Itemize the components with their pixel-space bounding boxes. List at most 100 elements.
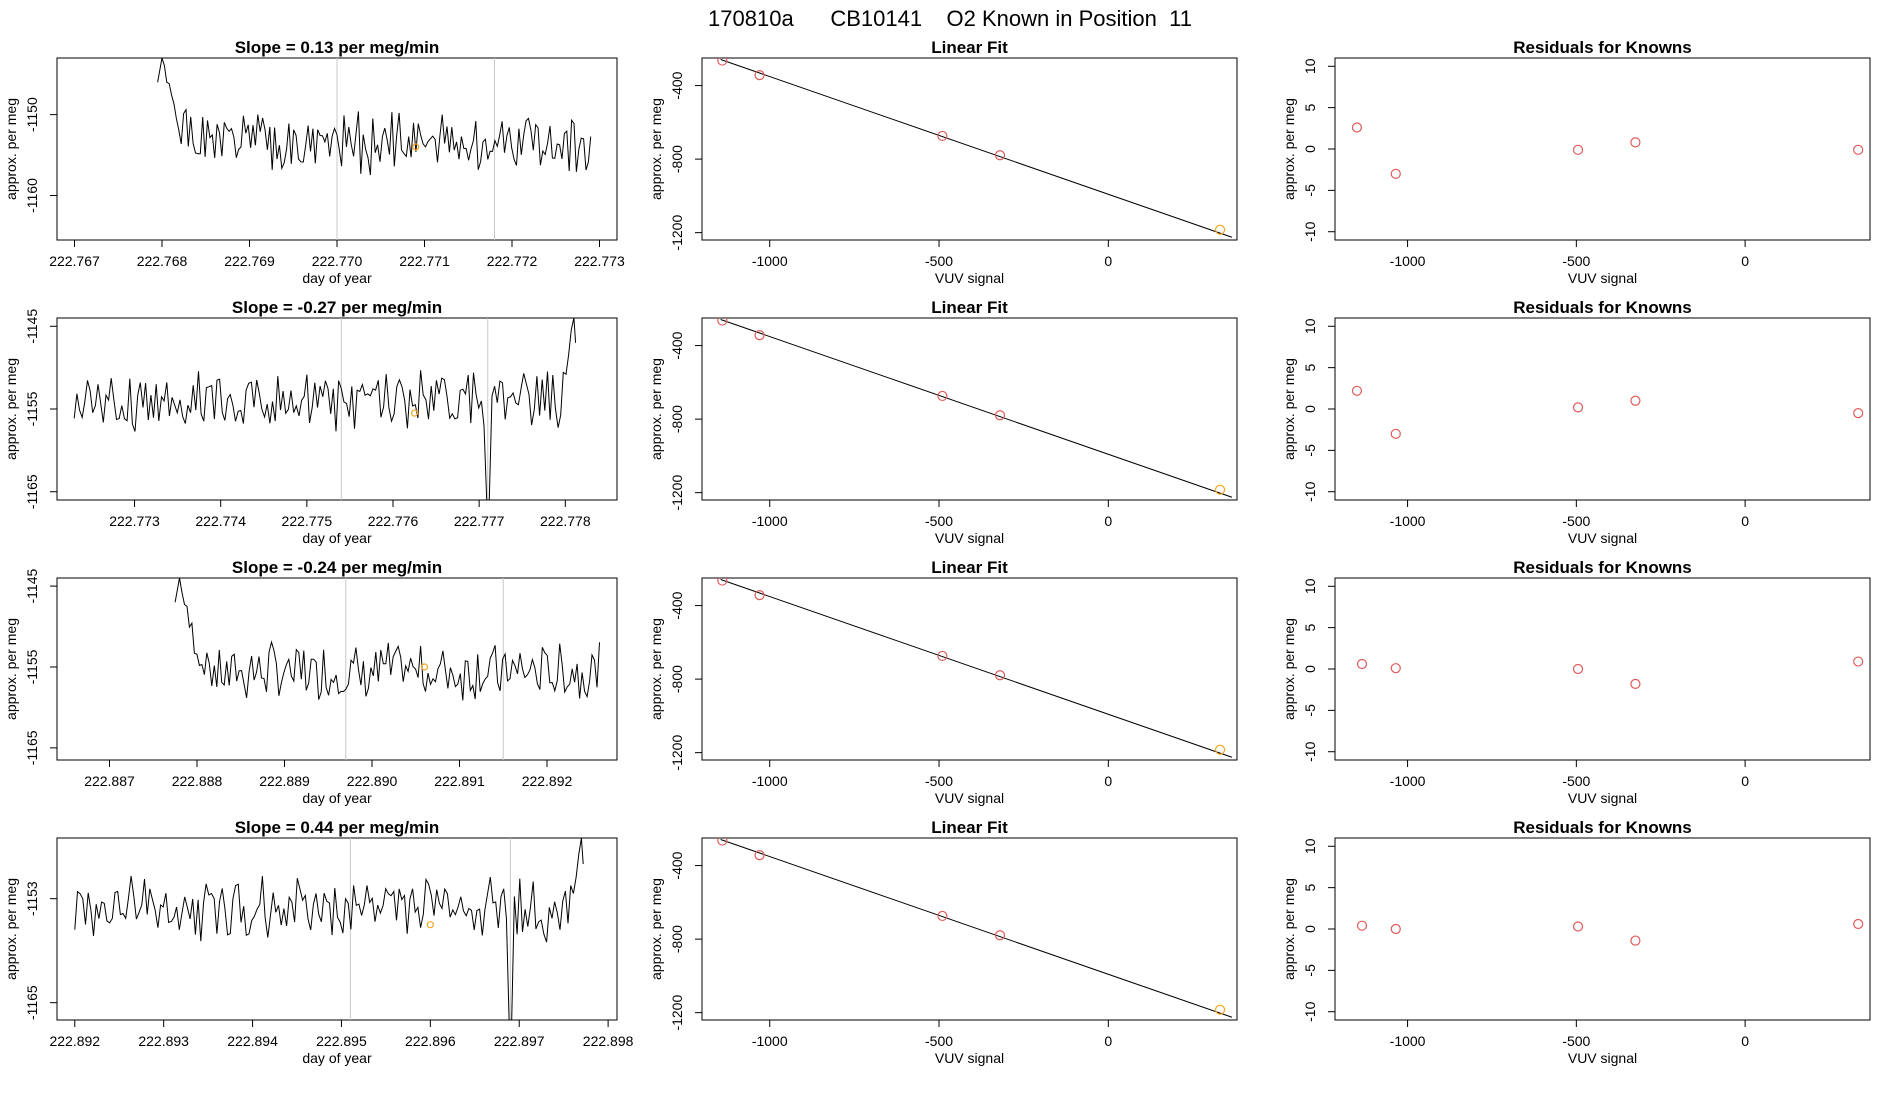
data-point	[1853, 656, 1864, 667]
plot-data	[74, 838, 584, 1020]
x-axis-label: VUV signal	[1568, 1050, 1637, 1066]
plot-frame	[56, 837, 618, 1021]
chart-panel-residuals: Residuals for Knowns -1000 -500 0 10 5 0 -5 -10 V…	[1281, 818, 1871, 1066]
data-point	[754, 849, 765, 861]
y-tick-label: -5	[1302, 184, 1318, 197]
y-tick-label: -400	[669, 851, 685, 879]
data-point	[1630, 395, 1641, 406]
y-tick-label: -1165	[24, 474, 40, 509]
y-axis-label: approx. per meg	[648, 358, 664, 460]
series-line	[157, 58, 592, 176]
plot-frame	[1334, 57, 1871, 241]
x-tick-label: 222.895	[316, 1033, 367, 1049]
data-point	[994, 930, 1006, 941]
y-tick-label: -5	[1302, 704, 1318, 717]
plot-data	[157, 58, 592, 240]
chart-panel-linear-fit: Linear Fit -1000 -500 0 -400 -800 -1200 VUV sig…	[648, 38, 1238, 286]
y-tick-label: -1200	[669, 215, 685, 251]
data-point	[1630, 678, 1641, 689]
highlight-point	[426, 921, 434, 929]
plot-frame	[701, 577, 1238, 761]
y-tick-label: 0	[1302, 665, 1318, 673]
x-tick-label: 222.890	[347, 773, 398, 789]
chart-title: Residuals for Knowns	[1513, 818, 1692, 837]
x-tick-label: 222.769	[224, 253, 275, 269]
data-point	[717, 578, 728, 586]
data-point	[1390, 663, 1401, 674]
x-axis-label: day of year	[302, 530, 372, 546]
x-axis-label: VUV signal	[935, 790, 1004, 806]
y-tick-label: -400	[669, 71, 685, 99]
y-tick-label: 5	[1302, 104, 1318, 112]
chart-panel-linear-fit: Linear Fit -1000 -500 0 -400 -800 -1200 VUV sig…	[648, 558, 1238, 806]
x-tick-label: 222.775	[282, 513, 333, 529]
x-tick-label: -1000	[1390, 253, 1426, 269]
y-tick-label: -400	[669, 591, 685, 619]
data-point	[754, 69, 765, 81]
data-point	[1356, 658, 1368, 670]
data-point	[1572, 402, 1584, 413]
plot-frame	[701, 837, 1238, 1021]
x-axis-label: VUV signal	[935, 530, 1004, 546]
x-tick-label: -1000	[752, 773, 788, 789]
chart-title: Residuals for Knowns	[1513, 558, 1692, 577]
y-axis-label: approx. per meg	[3, 358, 19, 460]
y-tick-label: 10	[1302, 578, 1318, 594]
chart-title: Slope = 0.44 per meg/min	[235, 818, 440, 837]
data-point	[937, 650, 948, 662]
y-axis-label: approx. per meg	[648, 618, 664, 720]
chart-panel-linear-fit: Linear Fit -1000 -500 0 -400 -800 -1200 VUV sig…	[648, 298, 1238, 546]
x-axis-label: VUV signal	[1568, 790, 1637, 806]
data-point	[1351, 385, 1363, 396]
data-point	[937, 390, 948, 402]
x-tick-label: 0	[1104, 513, 1112, 529]
y-tick-label: -1200	[669, 735, 685, 771]
x-tick-label: 222.894	[227, 1033, 278, 1049]
y-tick-label: 10	[1302, 838, 1318, 854]
x-axis-label: day of year	[302, 270, 372, 286]
data-point	[1390, 428, 1401, 439]
data-point	[937, 910, 948, 922]
plot-data	[717, 318, 1233, 498]
x-axis-label: day of year	[302, 790, 372, 806]
y-tick-label: -400	[669, 331, 685, 359]
chart-panel-time-series: Slope = -0.24 per meg/min 222.887 222.888 2…	[3, 558, 618, 806]
data-point	[937, 130, 948, 142]
x-tick-label: 222.891	[434, 773, 485, 789]
x-tick-label: -1000	[752, 513, 788, 529]
x-axis-label: day of year	[302, 1050, 372, 1066]
plot-data	[717, 838, 1233, 1018]
x-tick-label: -500	[925, 773, 953, 789]
y-tick-label: -1150	[24, 97, 40, 132]
y-tick-label: -1153	[24, 881, 40, 916]
x-axis-label: VUV signal	[935, 270, 1004, 286]
chart-panel-residuals: Residuals for Knowns -1000 -500 0 10 5 0 -5 -10 V…	[1281, 298, 1871, 546]
data-point	[717, 838, 728, 846]
x-tick-label: 0	[1104, 773, 1112, 789]
data-point	[1630, 137, 1641, 148]
y-tick-label: 10	[1302, 318, 1318, 334]
y-axis-label: approx. per meg	[3, 878, 19, 980]
data-point	[1853, 144, 1864, 155]
y-axis-label: approx. per meg	[1281, 358, 1297, 460]
x-tick-label: -1000	[1390, 513, 1426, 529]
x-tick-label: 222.768	[137, 253, 188, 269]
x-tick-label: 0	[1741, 253, 1749, 269]
figure-title: 170810a CB10141 O2 Known in Position 11	[708, 6, 1192, 31]
chart-title: Residuals for Knowns	[1513, 298, 1692, 317]
x-tick-label: 0	[1741, 513, 1749, 529]
fit-line	[720, 578, 1233, 758]
data-point	[1853, 918, 1864, 930]
x-tick-label: 222.892	[49, 1033, 100, 1049]
y-tick-label: 5	[1302, 884, 1318, 892]
x-tick-label: -1000	[752, 1033, 788, 1049]
y-tick-label: -800	[669, 925, 685, 953]
x-tick-label: -1000	[1390, 773, 1426, 789]
data-point	[754, 329, 765, 341]
chart-panel-residuals: Residuals for Knowns -1000 -500 0 10 5 0 -5 -10 V…	[1281, 38, 1871, 286]
x-tick-label: -500	[925, 1033, 953, 1049]
x-tick-label: 0	[1104, 253, 1112, 269]
data-point	[1390, 168, 1401, 179]
x-tick-label: 222.771	[399, 253, 450, 269]
fit-line	[720, 318, 1233, 498]
